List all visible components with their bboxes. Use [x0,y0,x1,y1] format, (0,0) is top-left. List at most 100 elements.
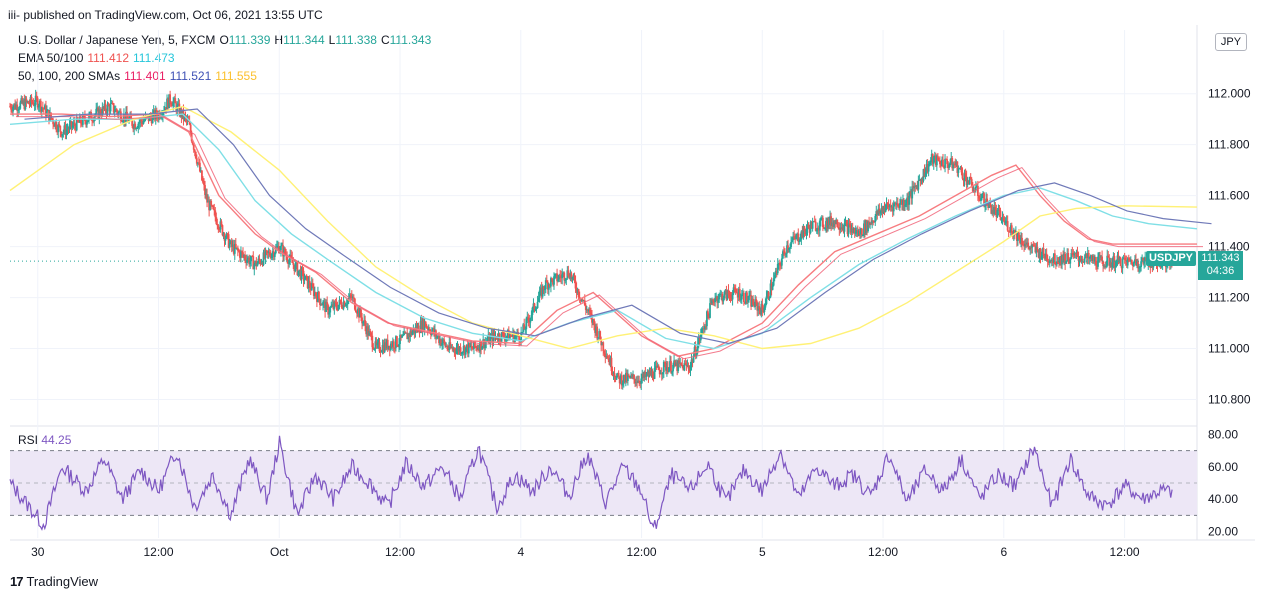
candle-body [186,119,189,121]
candle-body [680,362,683,365]
candle-body [487,334,490,341]
candle-body [735,292,738,294]
candle-body [865,220,867,234]
candle-body [333,301,336,309]
candle-body [344,304,347,307]
candle-body [829,216,831,225]
rsi-tick-label: 80.00 [1208,427,1238,441]
candle-body [1111,262,1114,268]
candle-body [1027,242,1030,247]
candle-body [296,262,299,276]
candle-body [436,336,438,338]
candle-body [605,356,608,358]
candle-body [33,104,36,106]
candle-body [1006,221,1009,231]
candle-body [874,216,877,223]
candle-body [602,342,605,352]
candle-body [375,341,378,346]
candle-body [646,371,649,375]
candle-body [567,270,570,277]
candle-body [265,250,268,252]
candle-body [953,163,956,165]
time-tick-label: 6 [1000,545,1007,559]
candle-body [334,301,337,303]
candle-body [346,299,349,305]
candle-body [880,208,883,211]
candle-body [618,376,621,384]
candle-body [358,308,360,318]
candle-body [1044,253,1047,259]
candle-body [80,123,83,125]
candle-body [26,101,29,103]
candle-body [793,236,796,238]
candle-body [362,321,364,324]
candle-body [631,375,633,377]
candle-body [719,293,722,295]
candle-body [105,111,108,114]
candle-body [318,291,320,299]
candle-body [15,104,18,109]
candle-body [645,374,648,377]
candle-body [1144,257,1147,262]
candle-body [867,221,869,232]
time-tick-label: 12:00 [627,545,657,559]
candle-body [990,204,993,214]
candle-body [537,297,540,302]
candle-body [335,302,338,308]
candle-body [448,342,451,350]
candle-body [506,330,509,337]
candle-body [662,361,665,373]
candle-body [27,101,30,104]
candle-body [1030,247,1033,249]
candle-body [1010,225,1013,233]
candle-body [475,346,477,348]
candle-body [742,292,745,302]
candle-body [628,375,630,377]
candle-body [45,105,47,117]
candle-body [122,121,124,123]
candle-body [578,296,581,299]
candle-body [587,309,590,312]
candle-body [133,123,136,130]
candle-body [948,165,951,168]
candle-body [740,294,743,300]
candle-body [222,233,225,236]
candle-body [276,246,279,248]
candle-body [983,193,985,207]
candle-body [235,247,238,249]
candle-body [282,245,284,257]
time-tick-label: 4 [517,545,524,559]
candle-body [615,375,618,380]
candle-body [308,280,311,288]
candle-body [785,253,787,255]
currency-badge[interactable]: JPY [1215,33,1247,51]
open-label: O [219,33,229,47]
candle-body [189,124,192,133]
candle-body [247,257,250,260]
candle-body [440,339,442,346]
candle-body [31,102,34,104]
candle-body [299,269,302,280]
candle-body [1061,255,1063,265]
candle-body [126,111,128,118]
candle-body [127,117,129,123]
candle-body [164,107,166,111]
candle-body [1043,254,1046,259]
candle-body [1018,232,1020,240]
candle-body [446,346,449,349]
candle-body [234,243,237,248]
candle-body [322,301,324,306]
candle-body [505,336,508,338]
candle-body [545,280,548,283]
candle-body [584,305,587,311]
candle-body [107,104,110,106]
footer-brand[interactable]: 17 TradingView [10,574,98,589]
candle-body [441,342,444,346]
candle-body [881,208,884,213]
candle-body [826,221,828,229]
candle-body [1062,255,1064,262]
candle-body [660,373,663,375]
candle-body [1131,263,1134,267]
candle-body [897,205,900,208]
